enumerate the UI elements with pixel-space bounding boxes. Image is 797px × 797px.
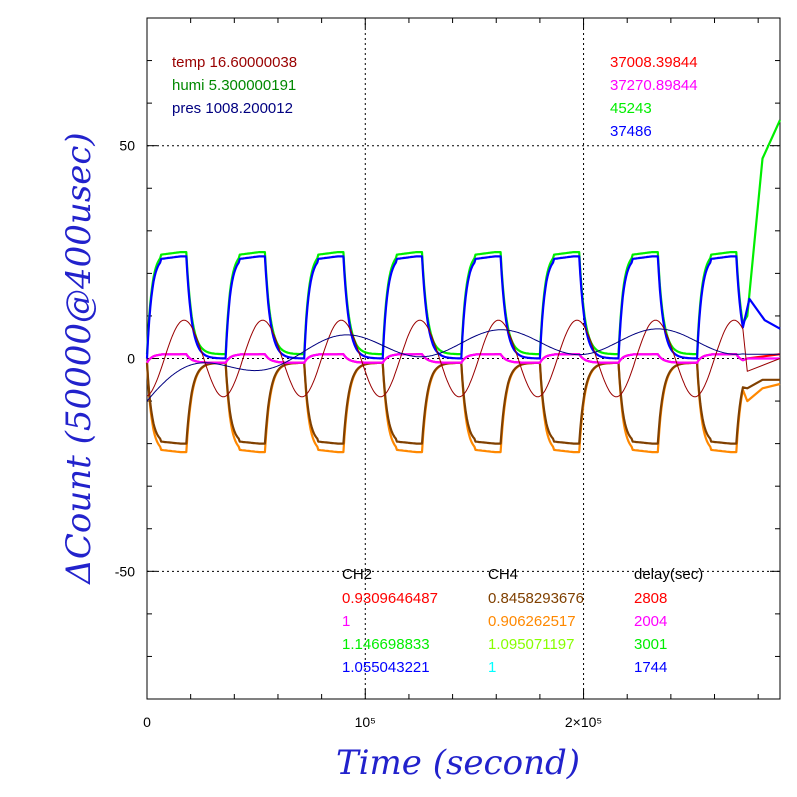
table-ch4-cell: 0.906262517 [488, 613, 576, 630]
env-readout: temp 16.60000038 humi 5.300000191 pres 1… [172, 54, 297, 117]
series-line-2 [145, 361, 781, 454]
channel-value-2: 37270.89844 [610, 77, 698, 94]
tick-labels: 0 10⁵ 2×10⁵ 50 0 -50 [115, 138, 602, 730]
x-axis-title: Time (second) [336, 743, 580, 783]
channel-value-1: 37008.39844 [610, 54, 698, 71]
table-delay-cell: 2004 [634, 613, 667, 630]
env-humi: humi 5.300000191 [172, 77, 296, 94]
series-line-6 [146, 319, 781, 398]
series-line-3 [145, 361, 780, 445]
channel-value-3: 45243 [610, 100, 652, 117]
table-header-ch2: CH2 [342, 566, 372, 583]
coefficient-table: CH2 CH4 delay(sec) 0.9309646487 0.845829… [342, 566, 703, 676]
axis-ticks [146, 17, 780, 700]
table-header-delay: delay(sec) [634, 566, 703, 583]
series-line-5 [146, 353, 780, 364]
series-line-7 [146, 328, 780, 402]
x-tick-label: 10⁵ [355, 714, 376, 730]
table-header-ch4: CH4 [488, 566, 518, 583]
y-tick-label: 50 [119, 138, 135, 154]
y-axis-title: ΔCount (50000@400usec) [59, 132, 99, 585]
channel-readout: 37008.39844 37270.89844 45243 37486 [610, 54, 698, 140]
series-line-0 [145, 119, 782, 356]
table-ch4-cell: 0.8458293676 [488, 590, 584, 607]
table-ch2-cell: 1 [342, 613, 350, 630]
table-delay-cell: 3001 [634, 636, 667, 653]
table-ch4-cell: 1 [488, 659, 496, 676]
series-layer [145, 119, 782, 454]
x-tick-label: 0 [143, 714, 151, 730]
env-temp: temp 16.60000038 [172, 54, 297, 71]
table-delay-cell: 1744 [634, 659, 667, 676]
env-pres: pres 1008.200012 [172, 100, 293, 117]
table-ch2-cell: 1.055043221 [342, 659, 430, 676]
x-tick-label: 2×10⁵ [565, 714, 602, 730]
y-tick-label: -50 [115, 563, 135, 579]
channel-value-4: 37486 [610, 123, 652, 140]
series-line-1 [145, 255, 781, 360]
table-ch2-cell: 0.9309646487 [342, 590, 438, 607]
table-delay-cell: 2808 [634, 590, 667, 607]
table-ch2-cell: 1.146698833 [342, 636, 430, 653]
y-tick-label: 0 [127, 351, 135, 367]
table-ch4-cell: 1.095071197 [488, 636, 574, 653]
